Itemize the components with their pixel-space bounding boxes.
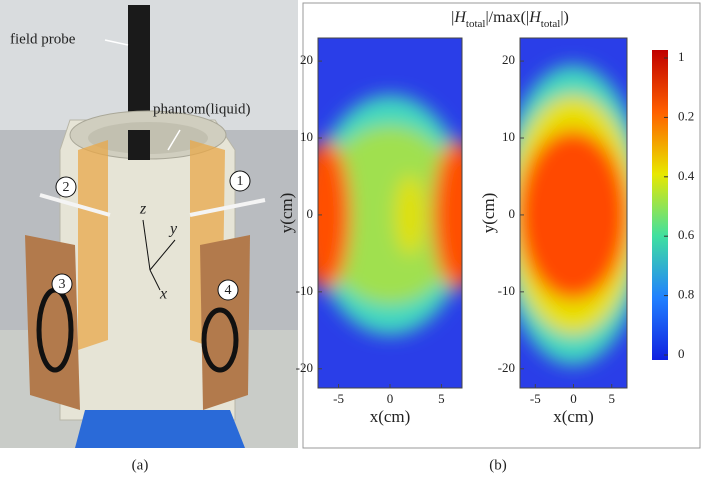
colorbar-tick-label: 1 xyxy=(678,49,685,64)
y-axis-label: y(cm) xyxy=(277,193,296,234)
x-axis-label: x(cm) xyxy=(370,407,411,426)
y-tick-label: -20 xyxy=(498,360,515,375)
port-label: 2 xyxy=(63,180,70,195)
port-label: 1 xyxy=(237,174,244,189)
x-tick-label: 0 xyxy=(387,391,394,406)
x-tick-label: -5 xyxy=(333,391,344,406)
y-tick-label: -10 xyxy=(498,283,515,298)
y-tick-label: 0 xyxy=(509,206,516,221)
port-label: 3 xyxy=(59,277,66,292)
photo-label: field probe xyxy=(10,31,76,47)
x-tick-label: 0 xyxy=(570,391,577,406)
title-part: |) xyxy=(560,9,569,26)
y-tick-label: 20 xyxy=(502,52,515,67)
photo-label: z xyxy=(139,201,147,218)
port-marker xyxy=(217,279,239,301)
y-tick-label: 0 xyxy=(307,206,314,221)
y-tick-label: -20 xyxy=(296,360,313,375)
colorbar-tick-label: 0.6 xyxy=(678,227,695,242)
photo xyxy=(0,0,298,448)
colorbar xyxy=(652,50,668,360)
panel-frame xyxy=(302,2,701,449)
y-tick-label: 20 xyxy=(300,52,313,67)
photo-label: x xyxy=(159,286,167,303)
y-tick-label: 10 xyxy=(300,129,313,144)
y-tick-label: -10 xyxy=(296,283,313,298)
caption: (a) xyxy=(132,457,149,473)
x-tick-label: -5 xyxy=(530,391,541,406)
heatmap xyxy=(520,38,627,388)
title-part: | xyxy=(451,9,454,26)
port-label: 4 xyxy=(225,283,232,298)
x-tick-label: 5 xyxy=(608,391,615,406)
colorbar-tick-label: 0.4 xyxy=(678,168,695,183)
title: |Htotal|/max(|Htotal|) xyxy=(451,9,569,30)
photo-label: phantom(liquid) xyxy=(153,101,251,117)
heatmap xyxy=(318,38,462,388)
port-marker xyxy=(229,170,251,192)
port-marker xyxy=(55,176,77,198)
y-tick-label: 10 xyxy=(502,129,515,144)
title-part: total xyxy=(541,18,561,30)
colorbar-tick-label: 0.8 xyxy=(678,287,694,302)
title-part: total xyxy=(466,18,486,30)
port-marker xyxy=(51,273,73,295)
caption: (b) xyxy=(489,457,507,473)
title-part: H xyxy=(453,9,467,26)
colorbar-tick-label: 0 xyxy=(678,346,685,361)
title-part: |/max(| xyxy=(485,9,529,26)
colorbar-tick-label: 0.2 xyxy=(678,108,694,123)
title-part: H xyxy=(528,9,542,26)
x-tick-label: 5 xyxy=(438,391,445,406)
x-axis-label: x(cm) xyxy=(553,407,594,426)
y-axis-label: y(cm) xyxy=(479,193,498,234)
photo-label: y xyxy=(168,221,178,238)
